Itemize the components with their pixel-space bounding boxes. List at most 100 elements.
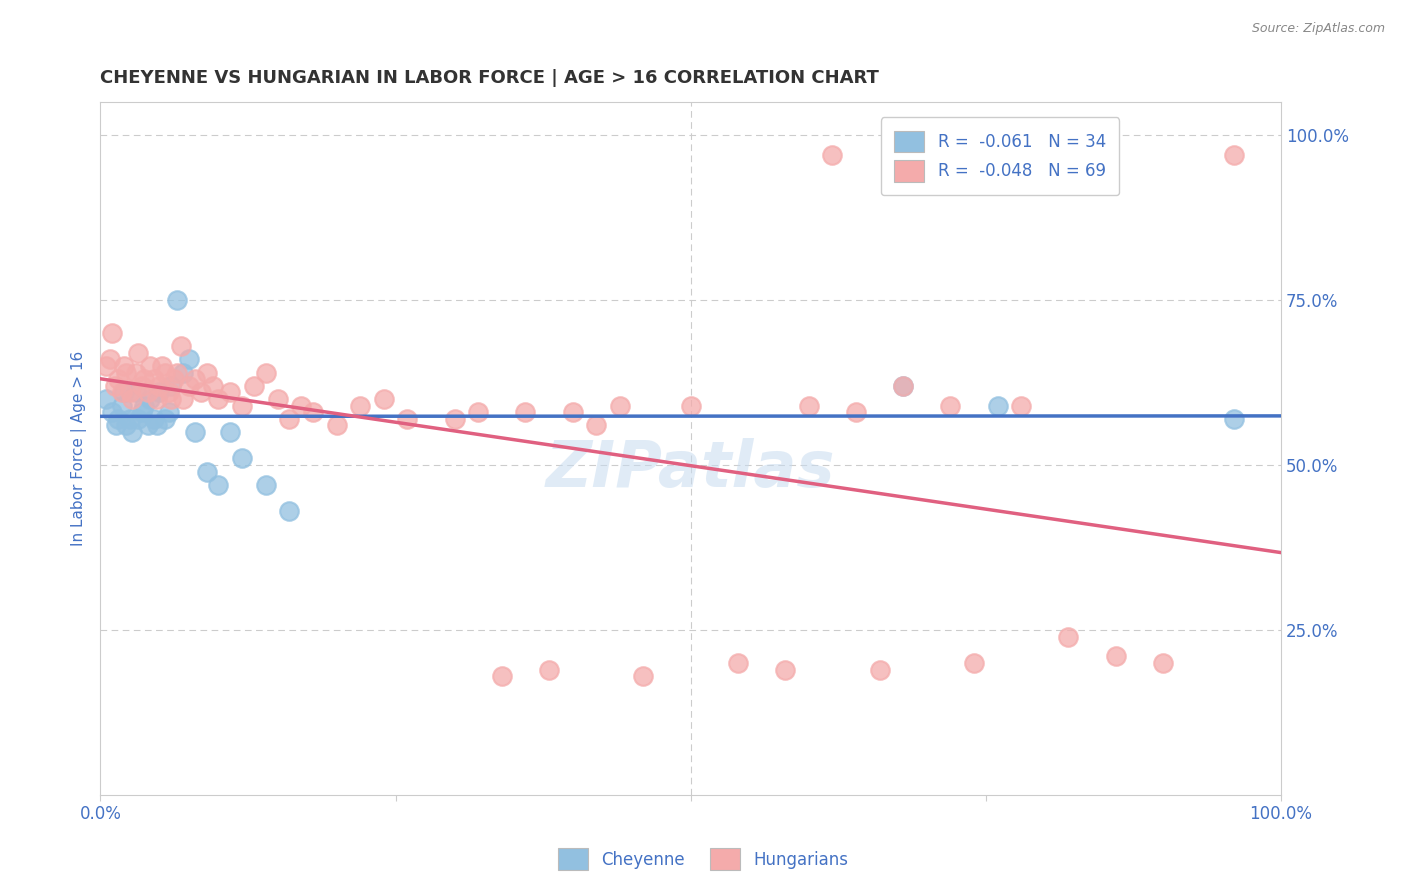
Point <box>157 405 180 419</box>
Point <box>142 372 165 386</box>
Point <box>112 385 135 400</box>
Point <box>111 385 134 400</box>
Point <box>139 359 162 373</box>
Point <box>118 385 141 400</box>
Point <box>104 418 127 433</box>
Point <box>136 418 159 433</box>
Point <box>1010 399 1032 413</box>
Point <box>104 379 127 393</box>
Point <box>537 663 560 677</box>
Point <box>325 418 347 433</box>
Point <box>148 385 170 400</box>
Point <box>170 339 193 353</box>
Point <box>190 385 212 400</box>
Point <box>184 425 207 439</box>
Point <box>278 504 301 518</box>
Point <box>443 412 465 426</box>
Legend: R =  -0.061   N = 34, R =  -0.048   N = 69: R = -0.061 N = 34, R = -0.048 N = 69 <box>882 117 1119 195</box>
Point <box>1222 412 1244 426</box>
Point <box>609 399 631 413</box>
Point <box>1152 656 1174 670</box>
Point <box>679 399 702 413</box>
Point <box>727 656 749 670</box>
Point <box>515 405 537 419</box>
Point <box>266 392 288 406</box>
Point <box>98 352 121 367</box>
Point <box>278 412 301 426</box>
Point <box>987 399 1010 413</box>
Point <box>195 465 218 479</box>
Point <box>118 412 141 426</box>
Point <box>302 405 325 419</box>
Point <box>101 405 124 419</box>
Text: Source: ZipAtlas.com: Source: ZipAtlas.com <box>1251 22 1385 36</box>
Point <box>177 379 200 393</box>
Point <box>219 425 242 439</box>
Point <box>121 392 143 406</box>
Point <box>290 399 312 413</box>
Point <box>107 412 129 426</box>
Point <box>869 663 891 677</box>
Point <box>155 366 177 380</box>
Point <box>491 669 513 683</box>
Point <box>111 399 134 413</box>
Point <box>396 412 419 426</box>
Point <box>142 412 165 426</box>
Point <box>125 385 148 400</box>
Point <box>101 326 124 340</box>
Point <box>148 379 170 393</box>
Point <box>166 366 188 380</box>
Point <box>373 392 395 406</box>
Point <box>585 418 607 433</box>
Point <box>155 412 177 426</box>
Point <box>1222 148 1244 162</box>
Point <box>107 372 129 386</box>
Point <box>172 392 194 406</box>
Point <box>162 372 184 386</box>
Point <box>160 379 183 393</box>
Point <box>963 656 986 670</box>
Point <box>254 366 277 380</box>
Point <box>132 399 155 413</box>
Point <box>845 405 868 419</box>
Point <box>146 392 169 406</box>
Point <box>127 346 149 360</box>
Text: CHEYENNE VS HUNGARIAN IN LABOR FORCE | AGE > 16 CORRELATION CHART: CHEYENNE VS HUNGARIAN IN LABOR FORCE | A… <box>100 69 879 87</box>
Point <box>207 478 229 492</box>
Point <box>467 405 489 419</box>
Point <box>139 392 162 406</box>
Point <box>127 412 149 426</box>
Point <box>112 359 135 373</box>
Point <box>115 418 138 433</box>
Point <box>773 663 796 677</box>
Point <box>150 359 173 373</box>
Point <box>157 385 180 400</box>
Point <box>1057 630 1080 644</box>
Point <box>349 399 371 413</box>
Point <box>231 399 253 413</box>
Point <box>243 379 266 393</box>
Point <box>207 392 229 406</box>
Point <box>125 366 148 380</box>
Point <box>1105 649 1128 664</box>
Point <box>177 352 200 367</box>
Point <box>231 451 253 466</box>
Point <box>633 669 655 683</box>
Point <box>797 399 820 413</box>
Point <box>821 148 844 162</box>
Y-axis label: In Labor Force | Age > 16: In Labor Force | Age > 16 <box>72 351 87 546</box>
Text: ZIPatlas: ZIPatlas <box>546 438 835 500</box>
Point <box>195 366 218 380</box>
Point <box>115 366 138 380</box>
Point <box>172 366 194 380</box>
Point <box>219 385 242 400</box>
Legend: Cheyenne, Hungarians: Cheyenne, Hungarians <box>551 842 855 877</box>
Point <box>254 478 277 492</box>
Point <box>121 425 143 439</box>
Point <box>146 418 169 433</box>
Point <box>891 379 914 393</box>
Point <box>131 379 153 393</box>
Point <box>160 392 183 406</box>
Point <box>136 385 159 400</box>
Point <box>166 293 188 307</box>
